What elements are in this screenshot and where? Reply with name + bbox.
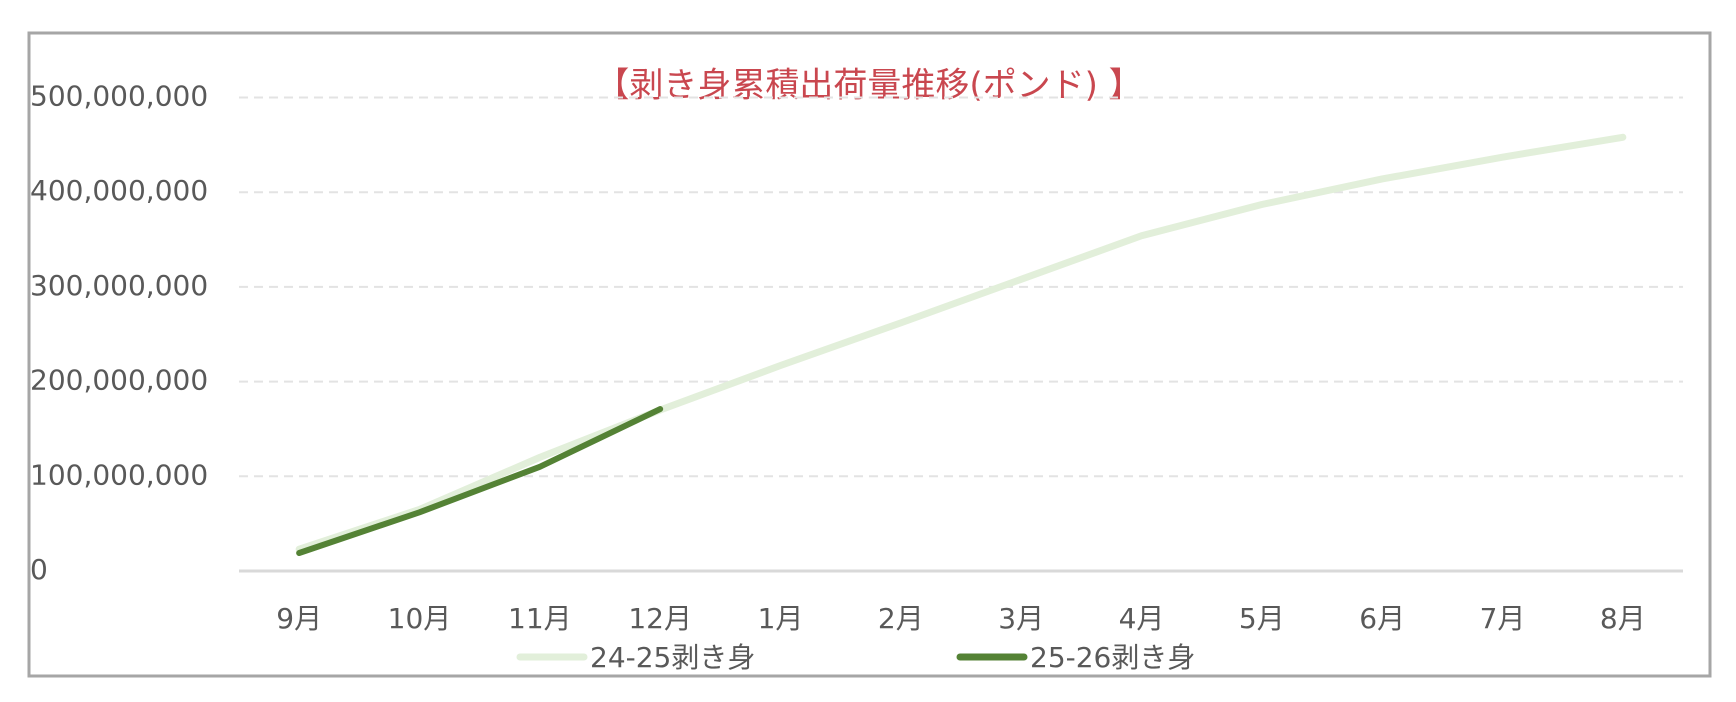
series-line bbox=[295, 133, 1627, 553]
x-tick-label: 9月 bbox=[276, 602, 322, 635]
legend-label: 24-25剥き身 bbox=[590, 641, 755, 674]
series-line bbox=[296, 406, 664, 557]
x-tick-label: 10月 bbox=[388, 602, 452, 635]
y-tick-label: 0 bbox=[30, 553, 48, 586]
y-tick-label: 400,000,000 bbox=[30, 174, 208, 207]
y-tick-label: 200,000,000 bbox=[30, 364, 208, 397]
y-tick-label: 500,000,000 bbox=[30, 80, 208, 113]
x-tick-label: 12月 bbox=[628, 602, 692, 635]
x-tick-label: 2月 bbox=[878, 602, 924, 635]
legend-label: 25-26剥き身 bbox=[1030, 641, 1195, 674]
x-tick-label: 11月 bbox=[508, 602, 572, 635]
y-tick-label: 100,000,000 bbox=[30, 458, 208, 491]
x-tick-label: 7月 bbox=[1480, 602, 1526, 635]
chart-title: 【剥き身累積出荷量推移(ポンド) 】 bbox=[595, 66, 1142, 106]
chart-frame bbox=[27, 31, 1712, 678]
x-tick-label: 5月 bbox=[1239, 602, 1285, 635]
x-tick-label: 6月 bbox=[1359, 602, 1405, 635]
x-tick-label: 4月 bbox=[1119, 602, 1165, 635]
x-tick-label: 8月 bbox=[1600, 602, 1646, 635]
y-tick-label: 300,000,000 bbox=[30, 269, 208, 302]
x-tick-label: 3月 bbox=[998, 602, 1044, 635]
x-tick-label: 1月 bbox=[758, 602, 804, 635]
